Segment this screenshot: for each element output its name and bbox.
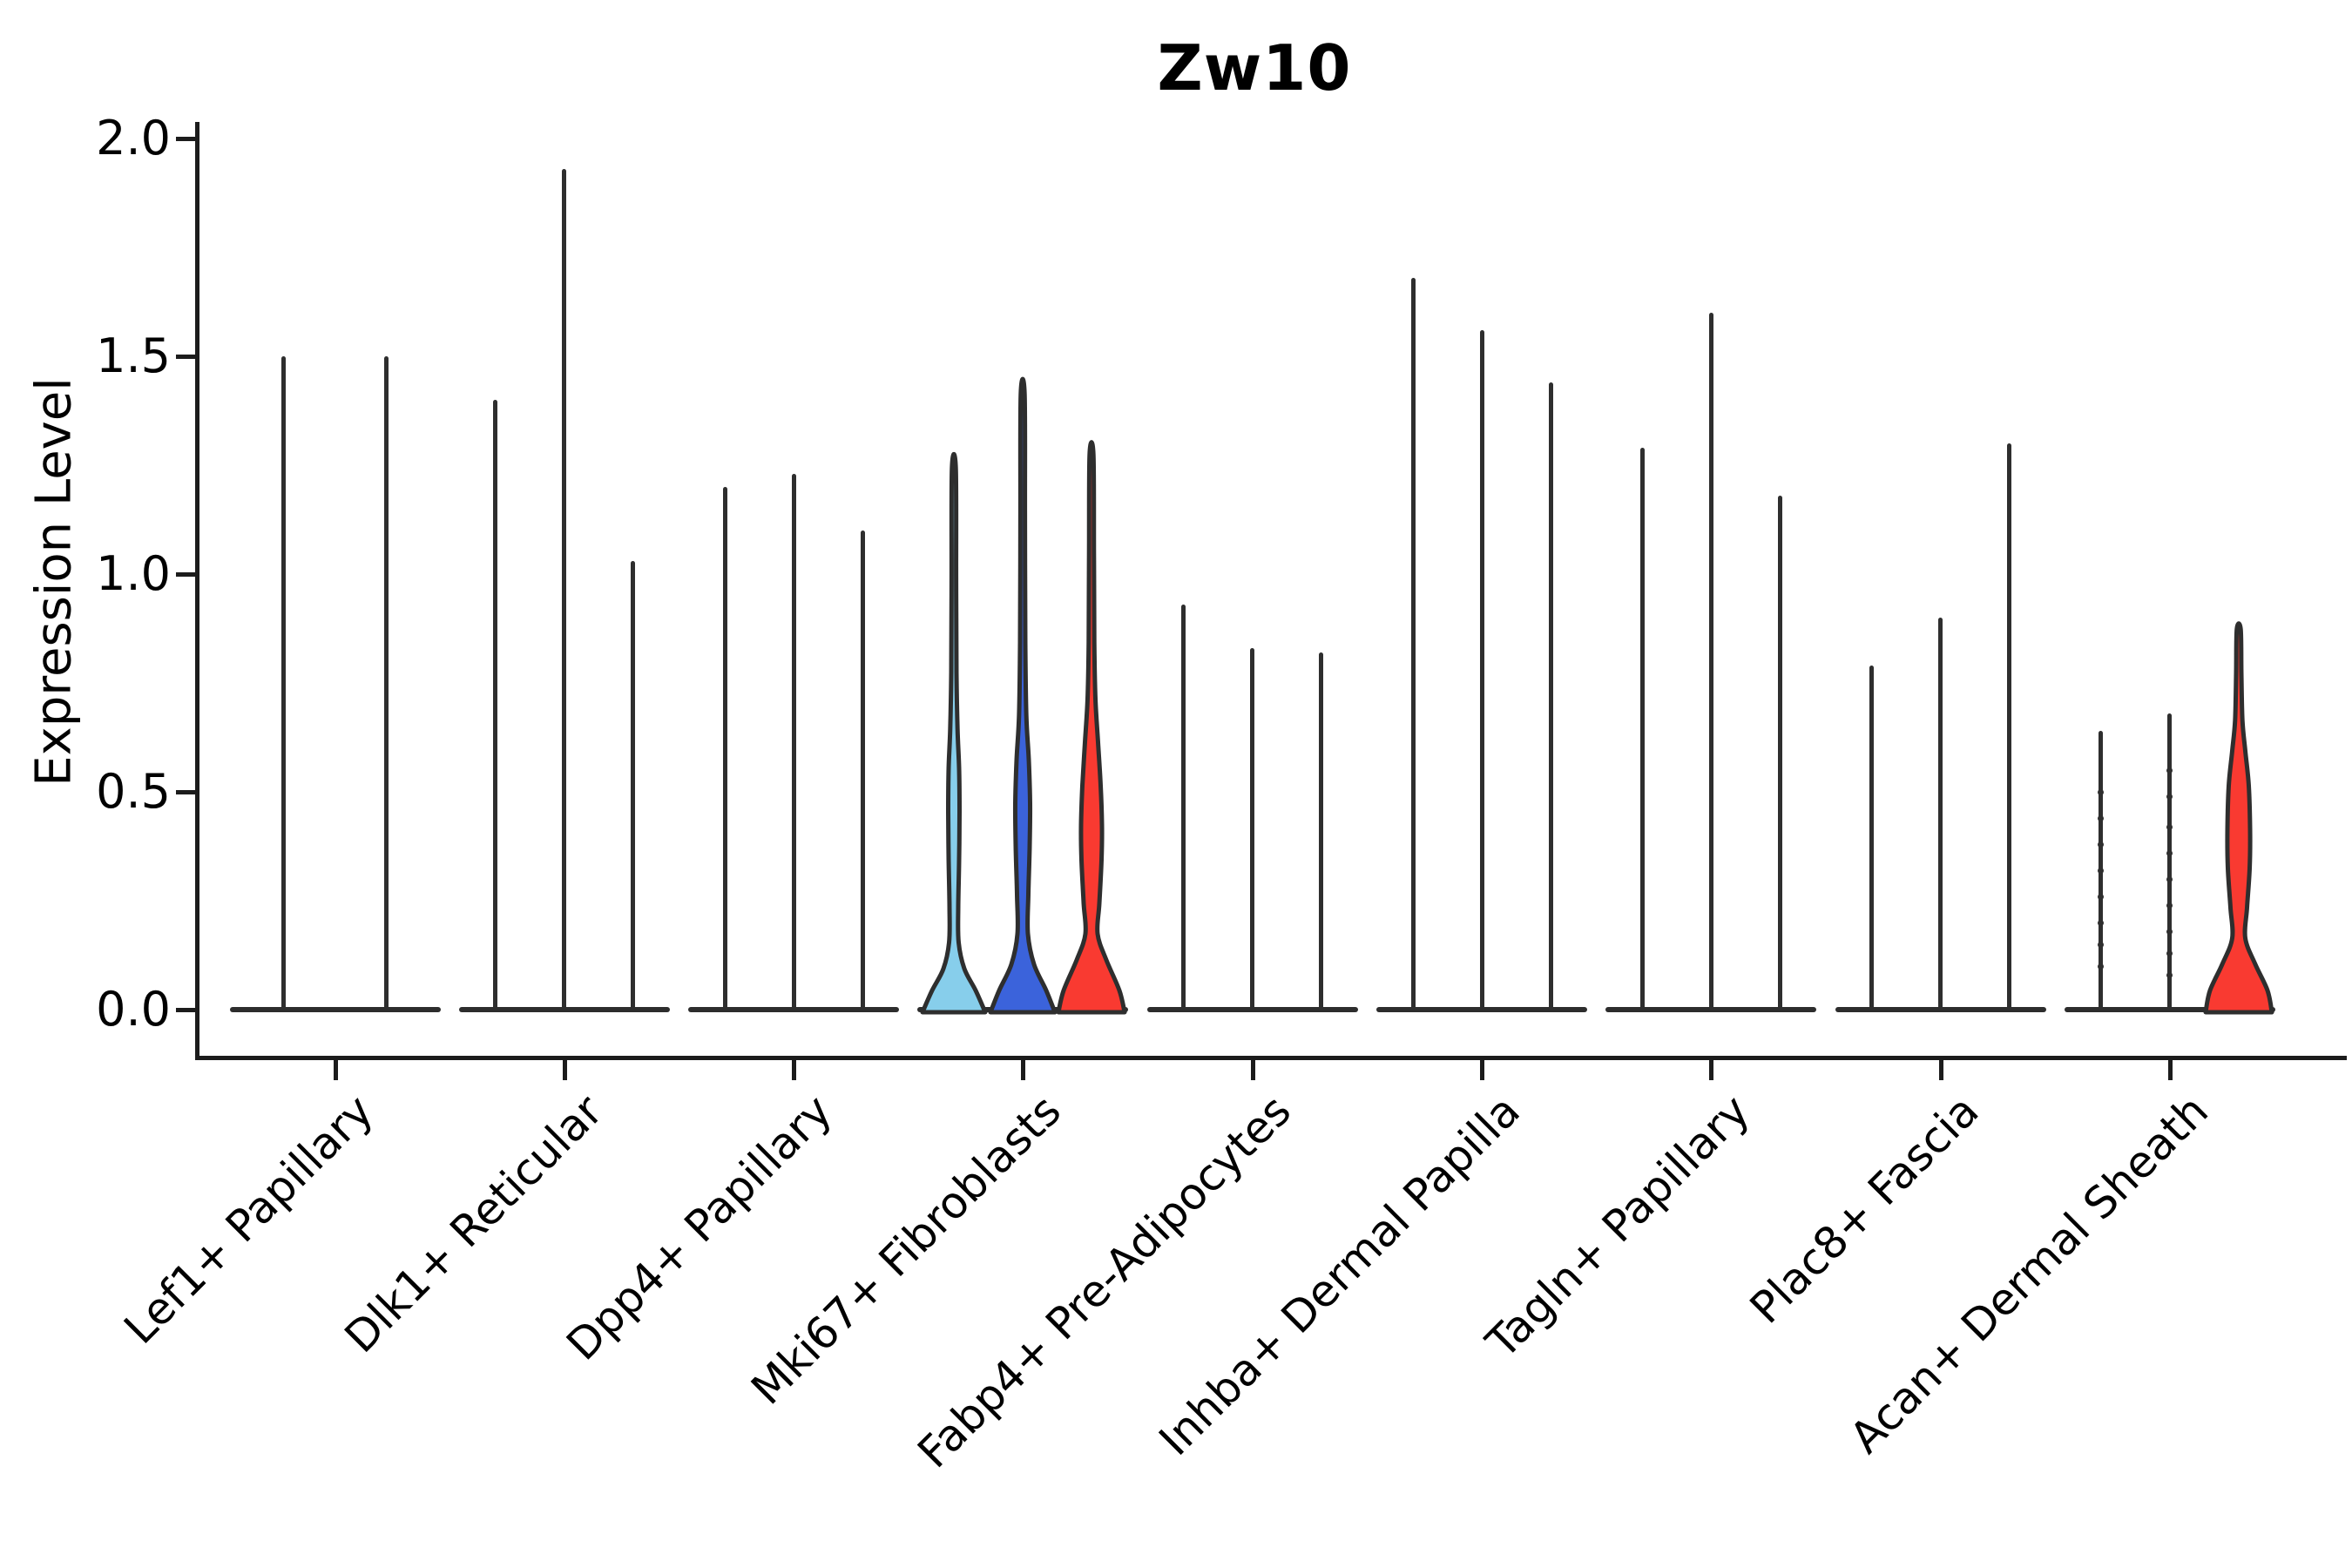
jitter-point [2098, 919, 2105, 926]
violin-line [2167, 713, 2173, 1010]
violin-line [1319, 652, 1324, 1010]
violin-line [562, 169, 567, 1010]
x-tick [1250, 1060, 1255, 1080]
x-tick-label: Plac8+ Fascia [1740, 1085, 1989, 1334]
chart-title: Zw10 [1157, 31, 1352, 105]
violin-line [1938, 618, 1943, 1010]
x-tick [2167, 1060, 2173, 1080]
jitter-point [2098, 841, 2105, 848]
violin-line [493, 400, 498, 1010]
violin-baseline [1146, 1007, 1358, 1012]
violin-skyblue [920, 451, 988, 1015]
violin-line [2007, 443, 2012, 1010]
violin-line [1548, 382, 1553, 1010]
x-tick-label: Dlk1+ Reticular [335, 1085, 612, 1363]
jitter-point [2166, 928, 2173, 935]
jitter-point [2098, 893, 2105, 900]
y-tick-label: 1.0 [96, 546, 171, 601]
y-axis-spine [195, 122, 199, 1060]
jitter-point [2166, 767, 2173, 774]
x-tick-label: Lef1+ Papillary [114, 1085, 383, 1354]
violin-line [384, 356, 389, 1010]
x-tick-label: Fabp4+ Pre-Adipocytes [908, 1085, 1301, 1478]
violin-red [1056, 440, 1127, 1015]
jitter-point [2166, 849, 2173, 856]
violin-baseline [1605, 1007, 1817, 1012]
jitter-point [2098, 941, 2105, 948]
x-tick [1480, 1060, 1484, 1080]
jitter-point [2166, 793, 2173, 800]
jitter-point [2166, 823, 2173, 830]
y-tick [176, 355, 195, 359]
violin-baseline [1376, 1007, 1587, 1012]
violin-blue [988, 376, 1058, 1015]
jitter-point [2098, 867, 2105, 874]
violin-line [1250, 648, 1255, 1010]
y-tick [176, 790, 195, 794]
x-tick [1021, 1060, 1026, 1080]
y-tick-label: 0.5 [96, 764, 171, 819]
y-tick-label: 2.0 [96, 111, 171, 166]
jitter-point [2098, 963, 2105, 970]
x-tick [1938, 1060, 1943, 1080]
violin-baseline [1835, 1007, 2046, 1012]
jitter-point [2166, 902, 2173, 909]
y-tick-label: 0.0 [96, 982, 171, 1037]
violin-line [1479, 330, 1484, 1010]
violin-shape [988, 376, 1058, 1015]
violin-shape [2203, 621, 2274, 1015]
y-tick [176, 572, 195, 577]
violin-line [1639, 448, 1645, 1010]
x-axis-spine [195, 1056, 2347, 1060]
violin-line [1181, 605, 1186, 1010]
x-tick [792, 1060, 797, 1080]
violin-line [722, 487, 727, 1010]
jitter-point [2166, 950, 2173, 956]
violin-shape [920, 451, 988, 1015]
violin-shape [1056, 440, 1127, 1015]
violin-red [2203, 621, 2274, 1015]
x-tick [333, 1060, 338, 1080]
y-tick [176, 137, 195, 141]
violin-line [1708, 313, 1713, 1010]
violin-baseline [229, 1007, 441, 1012]
jitter-point [2166, 875, 2173, 882]
violin-line [791, 474, 796, 1010]
violin-line [1410, 278, 1416, 1010]
violin-line [860, 531, 865, 1010]
jitter-point [2098, 814, 2105, 821]
violin-line [280, 356, 286, 1010]
violin-baseline [688, 1007, 900, 1012]
violin-line [631, 561, 636, 1010]
violin-baseline [2064, 1007, 2275, 1012]
y-tick [176, 1008, 195, 1012]
violin-line [1869, 666, 1875, 1010]
violin-line [1777, 496, 1782, 1010]
x-tick [562, 1060, 567, 1080]
x-tick [1709, 1060, 1714, 1080]
jitter-point [2098, 788, 2105, 795]
jitter-point [2166, 971, 2173, 978]
y-tick-label: 1.5 [96, 328, 171, 383]
violin-baseline [458, 1007, 670, 1012]
